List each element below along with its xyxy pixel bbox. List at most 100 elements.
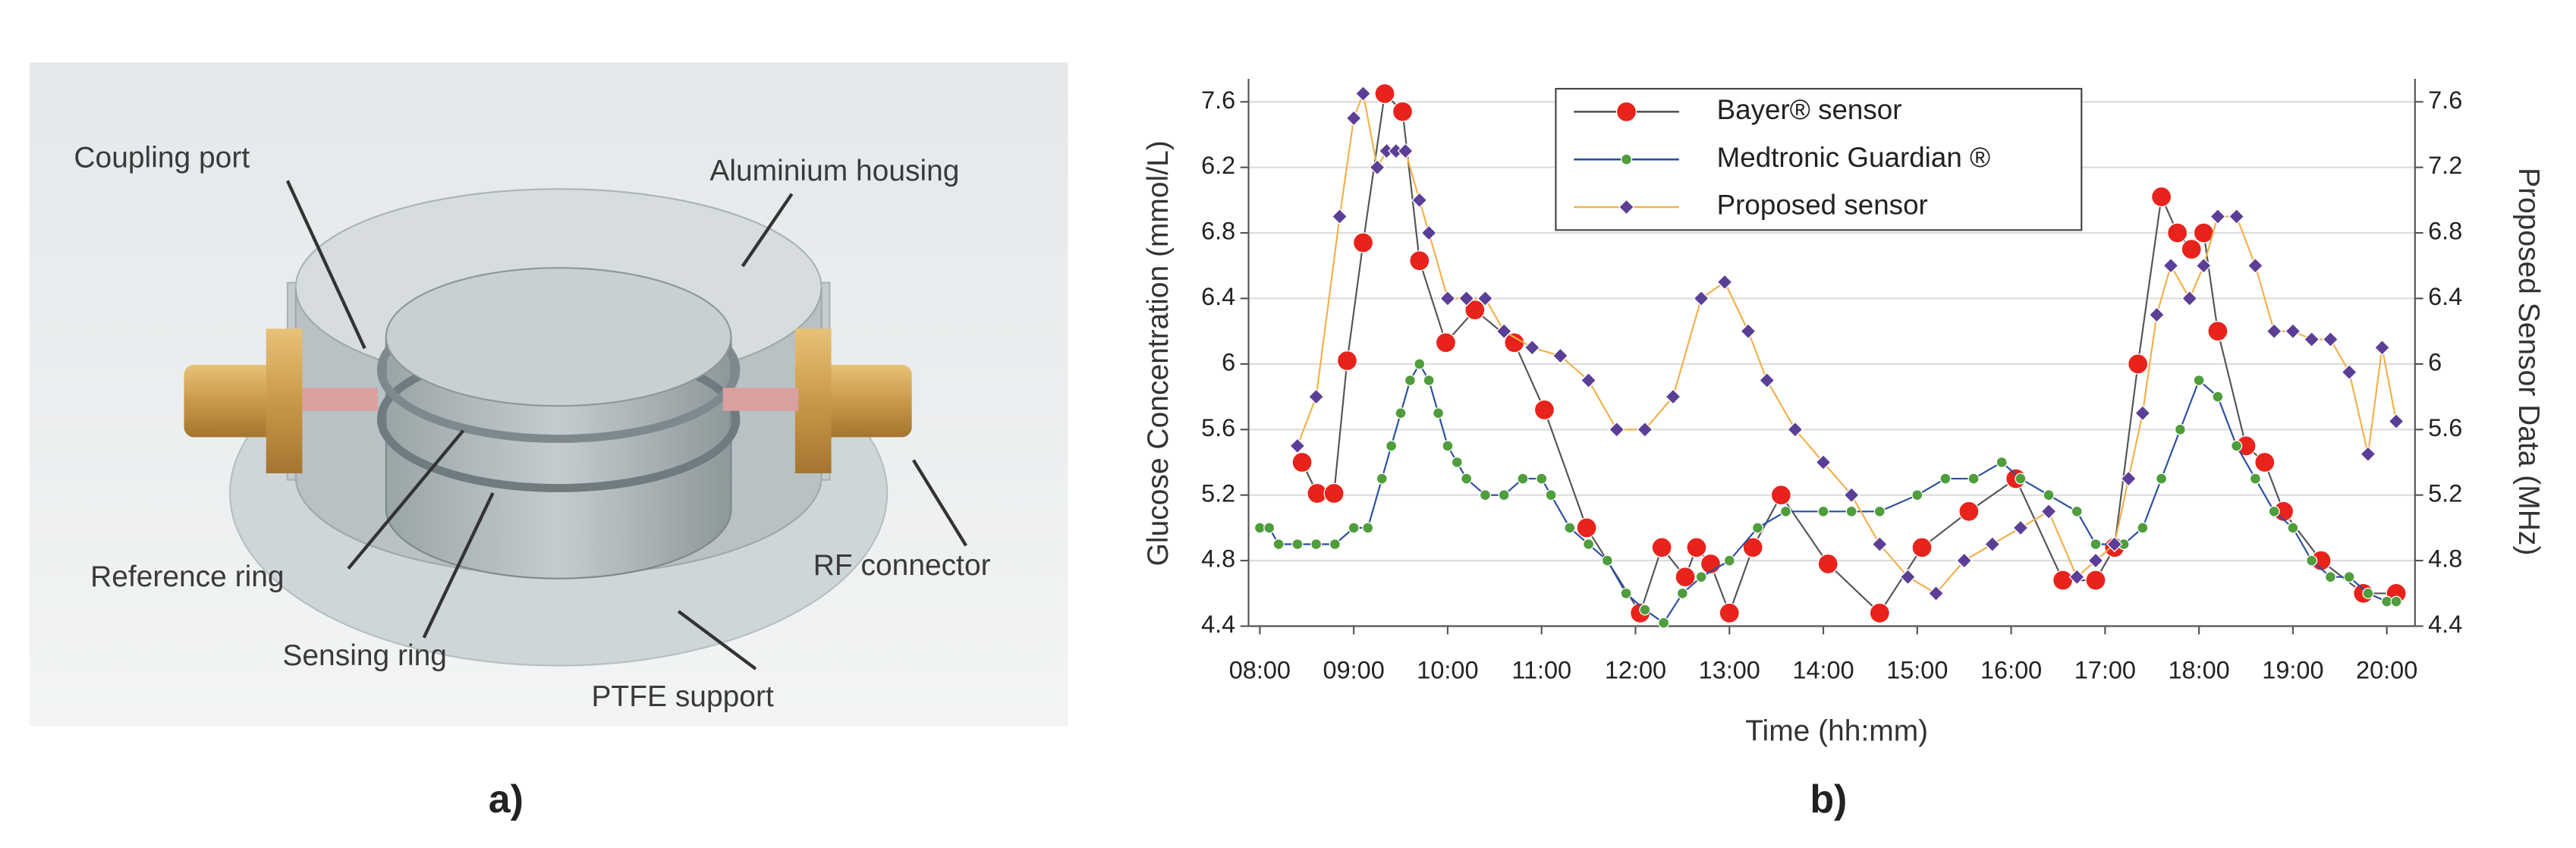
y-tick-label: 5.2 [1201,479,1235,507]
point [1869,602,1890,623]
point [1601,554,1613,567]
point [1740,322,1757,340]
point [1693,290,1709,307]
point [2090,538,2102,551]
point [1580,372,1597,389]
point [1397,143,1414,159]
point [1686,537,1707,558]
point [1564,522,1576,534]
point [1695,571,1707,583]
point [1423,374,1435,387]
point [1845,505,1857,517]
point [1435,332,1457,353]
point [2322,331,2339,348]
point [1770,485,1791,506]
y-axis-label: Glucose Concentration (mmol/L) [1142,140,1175,566]
legend-label: Proposed sensor [1717,190,1928,221]
point [2162,257,2179,274]
point [1545,489,1557,501]
legend-marker [1620,153,1633,165]
point [1676,587,1688,599]
y2-tick-label: 6 [2428,348,2442,375]
point [1658,617,1670,629]
point [2362,587,2374,599]
point [1432,407,1445,419]
point [2134,405,2151,422]
point [1289,438,1306,454]
series-line [1260,362,2397,624]
point [2193,374,2205,387]
diagram: Coupling port Aluminium housing Reference … [29,62,1068,727]
point [1331,208,1348,225]
point [1374,83,1395,105]
point [1291,451,1313,473]
point [1272,538,1285,551]
point [2304,331,2320,348]
point [1392,101,1414,122]
point [1329,538,1341,551]
point [1716,274,1733,291]
point [1336,350,1358,372]
point [1411,192,1428,209]
point [1871,535,1888,553]
x-tick-label: 10:00 [1417,657,1478,684]
y2-tick-label: 4.8 [2428,545,2462,573]
point [1723,554,1735,567]
right-pin [722,388,799,411]
point [2360,446,2376,463]
point [1307,388,1325,405]
cylinder-top [385,267,732,407]
point [1517,473,1529,485]
x-tick-label: 16:00 [1980,657,2042,684]
point [2207,321,2228,342]
point [1817,553,1838,575]
y2-tick-label: 5.6 [2428,414,2462,441]
point [2231,440,2243,452]
y-tick-label: 7.6 [1201,86,1235,114]
point [1477,290,1494,307]
point [2195,257,2212,274]
point [2052,570,2074,591]
point [1362,522,1374,534]
plot: 4.4 4.8 5.2 5.6 6 6.4 6.8 6.2 7.6 4.4 4.8 5.2 5.6 6 6.… [1201,79,2462,684]
y-tick-label: 4.4 [1201,611,1235,638]
point [1719,602,1740,623]
point [2249,473,2261,485]
y2-tick-label: 4.4 [2428,611,2462,638]
point [2068,569,2085,586]
point [1843,487,1860,504]
point [2174,423,2186,435]
point [1996,456,2008,469]
point [2210,208,2226,225]
point [1911,537,1933,558]
point [1291,538,1304,551]
x-tick-label: 20:00 [2356,657,2417,684]
point [1899,569,1917,586]
point [1451,456,1463,469]
point [1576,517,1597,539]
point [1939,473,1952,485]
point [2388,413,2405,430]
point [1323,482,1345,504]
x-tick-label: 11:00 [1511,657,1571,684]
x-tick-label: 17:00 [2074,657,2136,684]
point [1263,522,1275,534]
y-tick-label: 4.8 [1201,545,1235,573]
point [1815,454,1832,471]
diagram-label: Aluminium housing [709,155,959,187]
point [1369,159,1386,176]
left-pin [302,388,378,411]
point [1911,489,1923,501]
point [2087,552,2104,569]
point [1354,85,1372,102]
point [2128,353,2149,375]
y-tick-label: 6.8 [1201,218,1235,245]
point [2150,186,2172,208]
point [1386,440,1398,452]
y2-tick-label: 6.8 [2428,218,2462,245]
point [1751,522,1763,534]
point [1552,347,1569,364]
point [1665,388,1681,405]
x-tick-label: 12:00 [1605,657,1666,684]
